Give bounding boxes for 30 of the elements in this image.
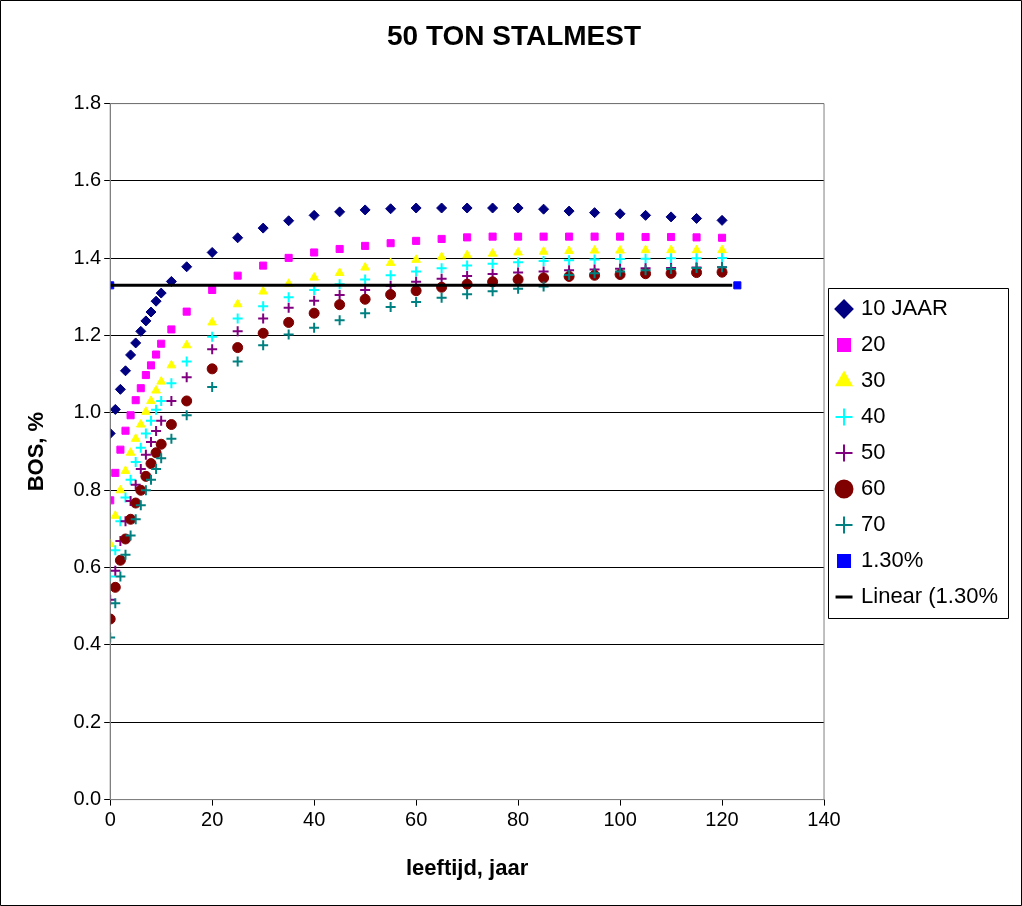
legend-label: 10 JAAR [861, 295, 948, 321]
legend-label: 40 [861, 403, 886, 429]
x-tick-label: 40 [303, 808, 326, 831]
y-tick-label: 1.4 [73, 245, 102, 268]
chart-title: 50 TON STALMEST [386, 19, 642, 51]
legend-label: 60 [861, 475, 886, 501]
y-tick-label: 1.6 [73, 168, 102, 191]
y-tick-label: 0.0 [73, 787, 102, 810]
x-tick-label: 0 [104, 808, 116, 831]
legend-label: Linear (1.30% [861, 583, 999, 609]
y-axis-title: BOS, % [23, 411, 49, 492]
y-tick-label: 0.6 [73, 555, 102, 578]
y-tick-label: 1.2 [73, 323, 102, 346]
x-tick-label: 80 [506, 808, 530, 831]
y-tick-label: 0.2 [73, 709, 102, 732]
legend-label: 20 [861, 331, 886, 357]
legend-label: 50 [861, 439, 886, 465]
x-tick-label: 140 [807, 808, 841, 831]
legend-label: 70 [861, 511, 886, 537]
x-tick-label: 120 [705, 808, 739, 831]
legend-label: 1.30% [861, 547, 924, 573]
y-tick-label: 1.0 [73, 400, 102, 423]
x-tick-label: 20 [201, 808, 224, 831]
legend-label: 30 [861, 367, 886, 393]
x-tick-label: 100 [603, 808, 637, 831]
x-axis-title: leeftijd, jaar [405, 854, 529, 880]
y-tick-label: 0.8 [73, 477, 102, 500]
y-tick-label: 1.8 [73, 91, 102, 114]
x-tick-label: 60 [405, 808, 428, 831]
y-tick-label: 0.4 [73, 632, 102, 655]
